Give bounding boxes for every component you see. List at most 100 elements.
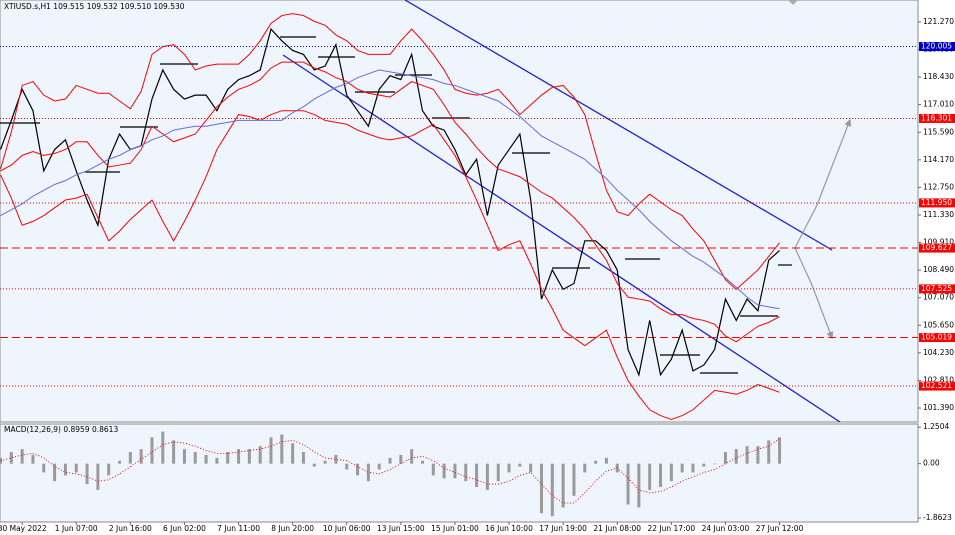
price-layer [0, 0, 918, 422]
macd-bar [301, 452, 305, 464]
macd-bar [420, 460, 424, 464]
macd-bar [247, 449, 251, 464]
level-label: 109.627 [921, 243, 952, 252]
y-tick-label: 101.390 [923, 403, 954, 412]
macd-bar [637, 463, 641, 508]
macd-bar [669, 463, 673, 482]
y-tick-label: 115.590 [923, 127, 954, 136]
macd-bar [561, 463, 565, 508]
x-tick-label: 2 Jun 16:00 [109, 524, 152, 533]
macd-bar [312, 463, 316, 467]
level-label: 107.525 [921, 284, 952, 293]
macd-bar [85, 463, 89, 485]
macd-bar [723, 452, 727, 464]
macd-bar [107, 463, 111, 476]
x-tick-label: 17 Jun 19:00 [539, 524, 587, 533]
level-tag [919, 333, 955, 343]
macd-bar [464, 463, 468, 482]
macd-bar [659, 463, 663, 487]
macd-bar [399, 454, 403, 464]
series-line [0, 69, 780, 310]
macd-bar [193, 452, 197, 464]
x-tick-label: 10 Jun 06:00 [323, 524, 371, 533]
level-tag [919, 243, 955, 253]
macd-bar [604, 457, 608, 464]
chart-title: XTIUSD.s,H1 109.515 109.532 109.510 109.… [4, 2, 185, 11]
level-label: 116.301 [921, 113, 952, 122]
macd-bar [778, 437, 782, 464]
macd-bar [345, 463, 349, 470]
x-tick-label: 1 Jun 07:00 [55, 524, 98, 533]
level-label: 105.019 [921, 333, 952, 342]
macd-bar [366, 463, 370, 482]
shift-marker [788, 0, 798, 5]
series-line [0, 110, 780, 421]
macd-bar [182, 449, 186, 464]
level-label: 120.005 [921, 42, 952, 51]
macd-bar [269, 437, 273, 464]
channel-upper [404, 0, 833, 251]
y-tick-label: 102.810 [923, 375, 954, 384]
macd-bar [280, 434, 284, 464]
level-tag [919, 113, 955, 123]
macd-bar [529, 463, 533, 473]
y-tick-label: 111.330 [923, 210, 954, 219]
macd-bar [475, 463, 479, 487]
macd-bar [767, 440, 771, 464]
macd-bar [74, 463, 78, 473]
macd-bar [431, 463, 435, 476]
series-line [0, 438, 780, 504]
macd-bar [118, 460, 122, 464]
macd-bar [410, 449, 414, 464]
x-tick-label: 21 Jun 08:00 [593, 524, 641, 533]
macd-bar [356, 463, 360, 476]
macd-title: MACD(12,26,9) 0.8959 0.8613 [4, 425, 118, 434]
macd-bar [583, 463, 587, 473]
x-tick-label: 6 Jun 02:00 [163, 524, 206, 533]
x-tick-label: 8 Jun 20:00 [271, 524, 314, 533]
macd-bar [258, 446, 262, 464]
macd-bar [31, 454, 35, 464]
level-tag [919, 381, 955, 391]
level-tag [919, 198, 955, 208]
x-tick-label: 16 Jun 10:00 [485, 524, 533, 533]
y-tick-label: 107.070 [923, 293, 954, 302]
macd-bar [388, 457, 392, 464]
x-tick-label: 24 Jun 03:00 [702, 524, 750, 533]
macd-bar [172, 440, 176, 464]
y-tick-label: 108.490 [923, 265, 954, 274]
y-tick-label: 114.170 [923, 155, 954, 164]
macd-bar [63, 463, 67, 476]
y-tick-label: 0.00 [923, 459, 940, 468]
x-tick-label: 22 Jun 17:00 [648, 524, 696, 533]
macd-bar [734, 449, 738, 464]
y-tick-label: -1.8623 [923, 513, 952, 522]
macd-bar [237, 449, 241, 464]
macd-bar [96, 463, 100, 490]
macd-bar [702, 463, 706, 467]
x-tick-label: 27 Jun 12:00 [756, 524, 804, 533]
macd-bar [691, 463, 695, 473]
level-tag [919, 284, 955, 294]
level-tag [919, 42, 955, 52]
macd-bar [215, 457, 219, 464]
arrow-down [794, 247, 834, 340]
macd-bar [150, 437, 154, 464]
x-tick-label: 7 Jun 11:00 [217, 524, 260, 533]
y-tick-label: 105.650 [923, 320, 954, 329]
channel-lower [282, 54, 841, 422]
y-tick-label: 117.010 [923, 100, 954, 109]
macd-bar [626, 463, 630, 505]
y-tick-label: 121.270 [923, 17, 954, 26]
macd-bar [323, 460, 327, 464]
macd-bar [485, 463, 489, 490]
macd-bar [594, 460, 598, 464]
y-tick-label: 1.2504 [923, 422, 949, 431]
macd-layer [0, 431, 782, 517]
macd-bar [20, 449, 24, 464]
macd-bar [756, 446, 760, 464]
macd-bar [377, 463, 381, 470]
macd-bar [453, 463, 457, 479]
macd-bar [540, 463, 543, 514]
macd-bar [496, 463, 500, 482]
